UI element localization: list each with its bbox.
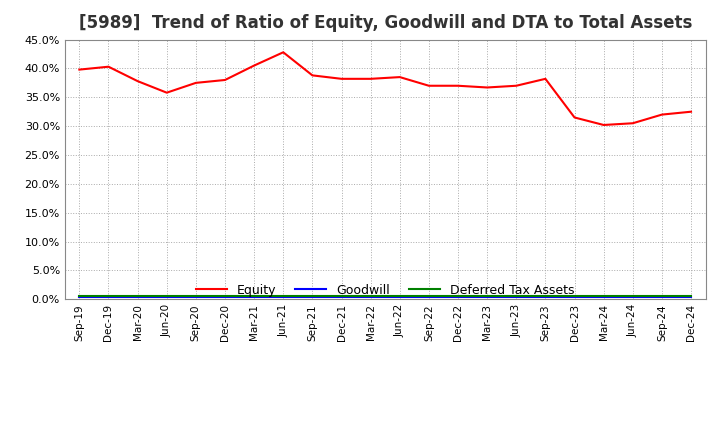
- Equity: [308, 73, 317, 78]
- Deferred Tax Assets: [570, 293, 579, 298]
- Deferred Tax Assets: [337, 293, 346, 298]
- Equity: [599, 122, 608, 128]
- Goodwill: [395, 295, 404, 300]
- Goodwill: [104, 295, 113, 300]
- Equity: [104, 64, 113, 70]
- Equity: [483, 85, 492, 90]
- Goodwill: [279, 295, 287, 300]
- Deferred Tax Assets: [395, 293, 404, 298]
- Equity: [250, 63, 258, 68]
- Goodwill: [163, 295, 171, 300]
- Deferred Tax Assets: [104, 293, 113, 298]
- Equity: [220, 77, 229, 83]
- Goodwill: [599, 295, 608, 300]
- Deferred Tax Assets: [629, 293, 637, 298]
- Equity: [279, 50, 287, 55]
- Goodwill: [541, 295, 550, 300]
- Deferred Tax Assets: [425, 293, 433, 298]
- Legend: Equity, Goodwill, Deferred Tax Assets: Equity, Goodwill, Deferred Tax Assets: [191, 279, 580, 302]
- Goodwill: [250, 295, 258, 300]
- Goodwill: [425, 295, 433, 300]
- Goodwill: [366, 295, 375, 300]
- Deferred Tax Assets: [687, 293, 696, 298]
- Equity: [687, 109, 696, 114]
- Goodwill: [629, 295, 637, 300]
- Deferred Tax Assets: [512, 293, 521, 298]
- Deferred Tax Assets: [220, 293, 229, 298]
- Goodwill: [133, 295, 142, 300]
- Equity: [133, 78, 142, 84]
- Goodwill: [75, 295, 84, 300]
- Deferred Tax Assets: [192, 293, 200, 298]
- Equity: [75, 67, 84, 72]
- Deferred Tax Assets: [657, 293, 666, 298]
- Equity: [512, 83, 521, 88]
- Goodwill: [512, 295, 521, 300]
- Deferred Tax Assets: [483, 293, 492, 298]
- Deferred Tax Assets: [308, 293, 317, 298]
- Equity: [629, 121, 637, 126]
- Deferred Tax Assets: [75, 293, 84, 298]
- Equity: [192, 80, 200, 85]
- Line: Equity: Equity: [79, 52, 691, 125]
- Equity: [541, 76, 550, 81]
- Deferred Tax Assets: [163, 293, 171, 298]
- Goodwill: [308, 295, 317, 300]
- Equity: [395, 74, 404, 80]
- Goodwill: [570, 295, 579, 300]
- Deferred Tax Assets: [250, 293, 258, 298]
- Deferred Tax Assets: [599, 293, 608, 298]
- Equity: [337, 76, 346, 81]
- Deferred Tax Assets: [366, 293, 375, 298]
- Equity: [366, 76, 375, 81]
- Deferred Tax Assets: [279, 293, 287, 298]
- Title: [5989]  Trend of Ratio of Equity, Goodwill and DTA to Total Assets: [5989] Trend of Ratio of Equity, Goodwil…: [78, 15, 692, 33]
- Equity: [454, 83, 462, 88]
- Equity: [570, 115, 579, 120]
- Goodwill: [337, 295, 346, 300]
- Deferred Tax Assets: [454, 293, 462, 298]
- Deferred Tax Assets: [133, 293, 142, 298]
- Equity: [657, 112, 666, 117]
- Goodwill: [454, 295, 462, 300]
- Equity: [163, 90, 171, 95]
- Goodwill: [483, 295, 492, 300]
- Deferred Tax Assets: [541, 293, 550, 298]
- Goodwill: [192, 295, 200, 300]
- Goodwill: [220, 295, 229, 300]
- Goodwill: [687, 295, 696, 300]
- Equity: [425, 83, 433, 88]
- Goodwill: [657, 295, 666, 300]
